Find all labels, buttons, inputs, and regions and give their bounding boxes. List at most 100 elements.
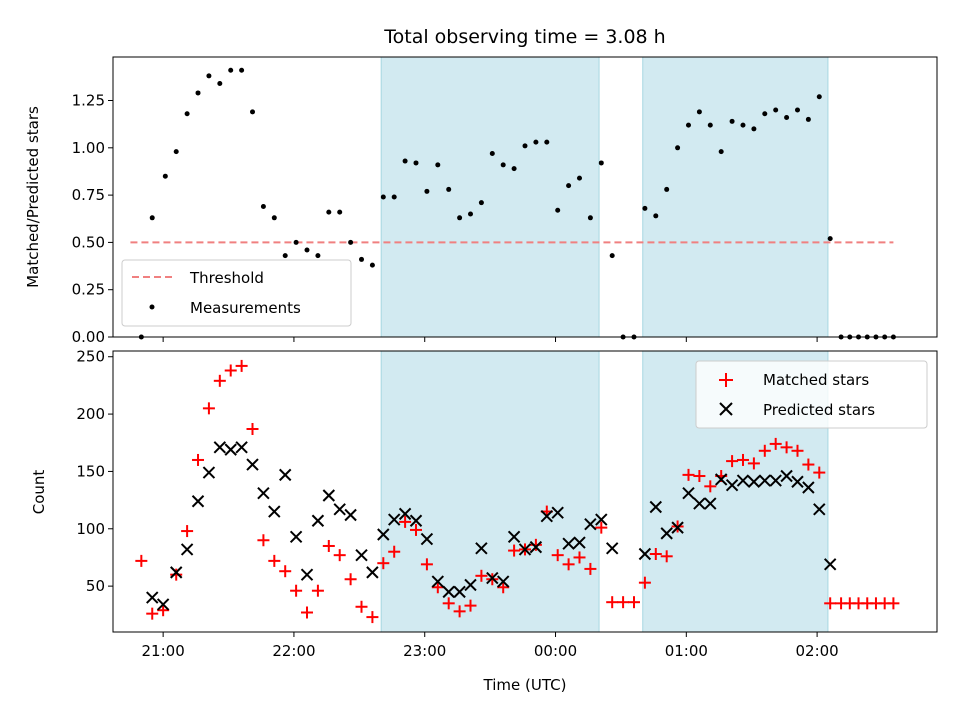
matched-star-point	[399, 515, 412, 528]
measurement-point	[718, 149, 724, 155]
measurement-point	[271, 215, 277, 221]
measurement-point	[239, 67, 245, 73]
measurement-point	[424, 188, 430, 194]
matched-star-point	[693, 470, 706, 483]
predicted-star-point	[584, 517, 597, 531]
bottom-legend: Matched stars Predicted stars	[695, 360, 928, 429]
measurement-point	[544, 139, 550, 145]
bottom-x-tick-label: 02:00	[795, 642, 838, 660]
predicted-star-point	[409, 514, 423, 527]
measurement-point	[369, 262, 375, 268]
measurement-point	[794, 107, 800, 113]
predicted-star-point	[551, 506, 564, 519]
predicted-stars-points	[146, 441, 837, 611]
matched-star-point	[202, 402, 215, 415]
bottom-y-tick-label: 50	[86, 577, 105, 595]
measurement-point	[282, 253, 288, 259]
matched-star-point	[813, 466, 826, 479]
matched-star-point	[388, 545, 401, 558]
bottom-x-tick-label: 01:00	[665, 642, 708, 660]
matched-star-point	[573, 551, 586, 564]
matched-star-point	[649, 548, 662, 561]
predicted-star-point	[682, 487, 695, 500]
measurement-point	[598, 160, 604, 166]
matched-star-point	[769, 437, 782, 450]
matched-star-point	[246, 422, 259, 435]
matched-star-point	[780, 441, 793, 454]
measurement-point	[533, 139, 539, 145]
measurement-point	[206, 73, 212, 79]
measurement-point	[609, 253, 615, 259]
predicted-star-point	[156, 598, 170, 611]
top-y-axis-label: Matched/Predicted stars	[24, 106, 42, 288]
predicted-star-point	[638, 547, 652, 561]
measurement-point	[435, 162, 441, 168]
matched-star-point	[595, 521, 608, 534]
measurement-point	[402, 158, 408, 164]
predicted-star-point	[823, 558, 837, 571]
measurement-point	[489, 150, 495, 156]
top-panel: 0.00 0.25 0.50 0.75 1.00 1.25 Matched/Predict…	[24, 56, 938, 346]
measurement-point	[217, 80, 223, 86]
matched-star-point	[627, 596, 640, 609]
matched-star-point	[617, 596, 630, 609]
top-y-tick-label: 0.25	[72, 281, 105, 299]
matched-star-point	[453, 605, 466, 618]
measurement-point	[729, 118, 735, 124]
measurement-point	[827, 236, 833, 242]
predicted-star-point	[344, 508, 357, 522]
predicted-star-point	[213, 441, 227, 454]
legend-matched-label: Matched stars	[763, 371, 869, 389]
top-y-tick-label: 1.25	[72, 92, 105, 110]
predicted-star-point	[660, 527, 673, 540]
predicted-star-point	[540, 509, 554, 523]
matched-star-point	[747, 457, 760, 470]
measurement-point	[391, 194, 397, 200]
matched-star-point	[311, 584, 324, 597]
matched-star-point	[279, 565, 292, 578]
matched-star-point	[181, 525, 194, 538]
predicted-star-point	[431, 575, 445, 588]
top-y-tick-label: 1.00	[72, 139, 105, 157]
predicted-star-point	[453, 585, 466, 599]
top-legend: Threshold Measurements	[121, 259, 352, 327]
top-x-ticks	[162, 337, 818, 342]
measurement-point	[685, 122, 691, 128]
measurement-point	[773, 107, 779, 113]
measurement-point	[522, 143, 528, 149]
matched-star-point	[410, 523, 423, 536]
bottom-y-tick-label: 200	[76, 405, 105, 423]
predicted-star-point	[562, 537, 575, 550]
predicted-star-point	[693, 497, 706, 510]
predicted-star-point	[300, 568, 314, 581]
top-y-tick-label: 0.00	[72, 328, 105, 346]
bottom-y-tick-label: 100	[76, 520, 105, 538]
measurement-point	[664, 186, 670, 192]
matched-star-point	[157, 604, 170, 617]
matched-star-point	[224, 364, 237, 377]
predicted-star-point	[671, 521, 684, 534]
matched-star-point	[213, 374, 226, 387]
predicted-star-point	[780, 469, 793, 483]
matched-star-point	[344, 573, 357, 586]
top-legend-box	[121, 259, 352, 327]
measurement-point	[413, 160, 419, 166]
measurement-point	[566, 183, 572, 189]
predicted-star-point	[529, 540, 543, 554]
top-y-ticks: 0.00 0.25 0.50 0.75 1.00 1.25	[72, 92, 113, 346]
matched-star-point	[508, 544, 521, 557]
predicted-star-point	[311, 514, 325, 527]
measurement-point	[675, 145, 681, 151]
bottom-y-tick-label: 150	[76, 462, 105, 480]
predicted-star-point	[246, 458, 259, 471]
predicted-star-point	[649, 500, 663, 514]
predicted-star-point	[486, 571, 499, 585]
measurement-point	[696, 109, 702, 115]
predicted-star-point	[475, 542, 488, 555]
top-plot-frame	[112, 56, 938, 338]
predicted-star-point	[714, 473, 728, 486]
measurements-points	[138, 67, 896, 340]
bottom-shaded-intervals	[380, 350, 829, 633]
matched-star-point	[887, 597, 900, 610]
measurement-point	[555, 207, 561, 213]
